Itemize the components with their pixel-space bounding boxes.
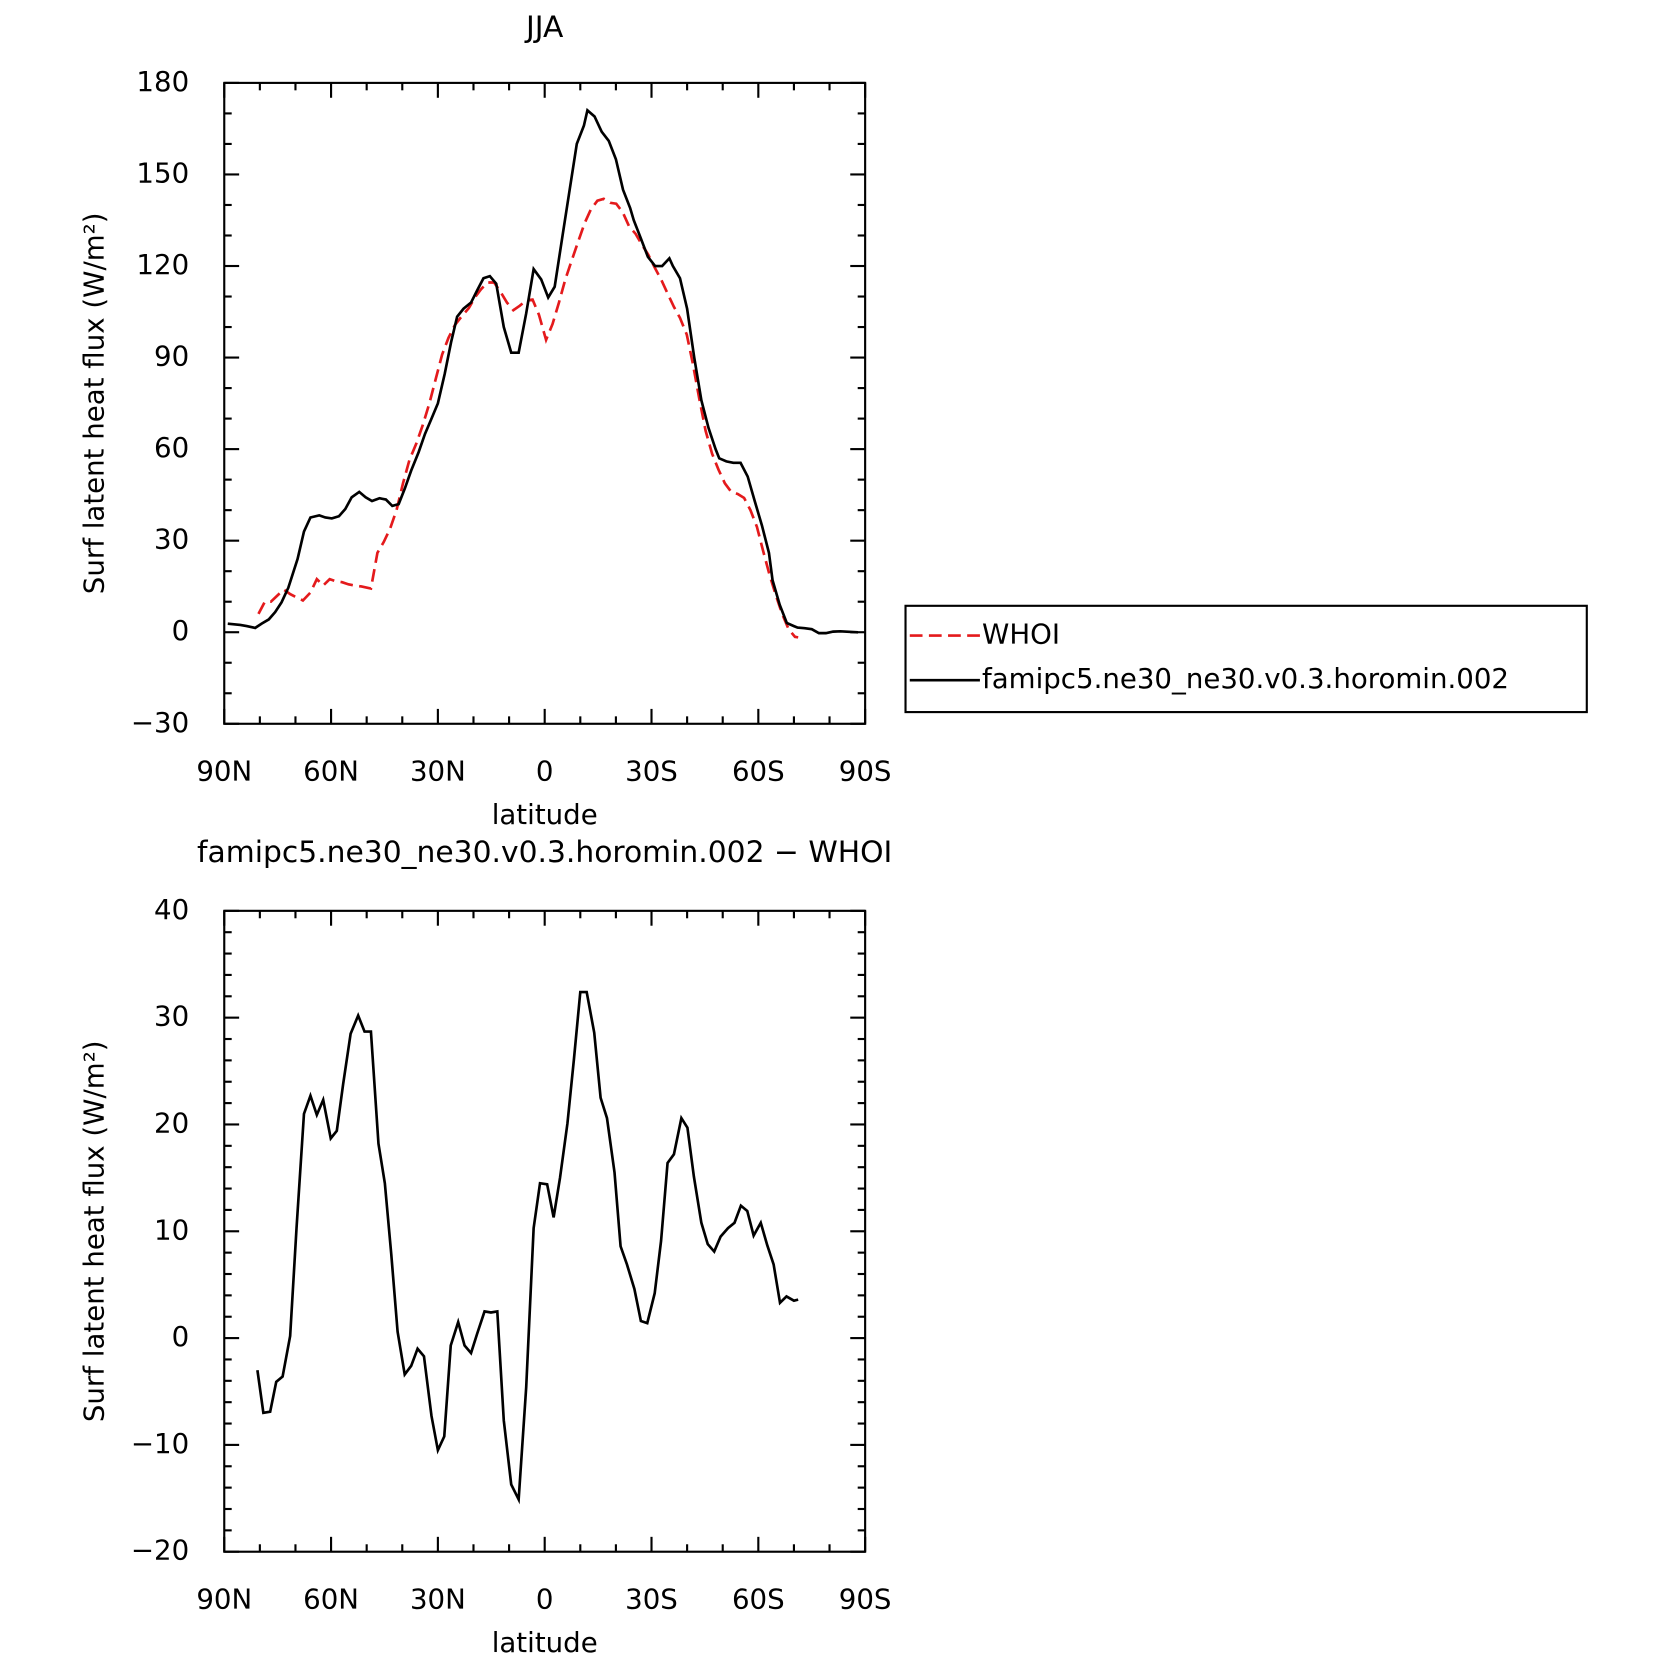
x-tick-label: 0 [536,755,554,788]
legend-box [904,604,1588,714]
y-tick-label: −30 [131,706,189,739]
x-axis-label: latitude [492,798,598,831]
y-tick-label: 0 [172,614,190,647]
plot-frame [223,909,867,1553]
y-tick-label: −20 [131,1534,189,1567]
x-tick-label: 60N [303,1583,359,1616]
chart-title: famipc5.ne30_ne30.v0.3.horomin.002 − WHO… [197,835,892,870]
y-tick-label: 150 [136,156,189,189]
x-tick-label: 90N [196,1583,252,1616]
x-tick-label: 60S [732,755,785,788]
y-tick-label: 20 [154,1106,189,1139]
x-tick-label: 30N [410,1583,466,1616]
x-tick-label: 90S [839,755,892,788]
y-tick-label: 30 [154,1000,189,1033]
y-tick-label: 10 [154,1213,189,1246]
x-tick-label: 90S [839,1583,892,1616]
y-axis-label: Surf latent heat flux (W/m²) [78,212,111,594]
legend: WHOI famipc5.ne30_ne30.v0.3.horomin.002 [904,604,1588,714]
x-tick-label: 0 [536,1583,554,1616]
y-tick-label: 40 [154,893,189,926]
data-line [256,990,799,1505]
y-tick-label: −10 [131,1427,189,1460]
x-tick-label: 60N [303,755,359,788]
legend-label: WHOI [982,618,1060,651]
x-tick-label: 30N [410,755,466,788]
y-tick-label: 60 [154,431,189,464]
y-tick-label: 120 [136,248,189,281]
y-tick-label: 30 [154,523,189,556]
x-tick-label: 90N [196,755,252,788]
y-tick-label: 180 [136,65,189,98]
x-tick-label: 30S [625,1583,678,1616]
data-line [227,107,859,635]
legend-label: famipc5.ne30_ne30.v0.3.horomin.002 [982,662,1509,695]
y-axis-label: Surf latent heat flux (W/m²) [78,1040,111,1422]
y-tick-label: 0 [172,1320,190,1353]
x-tick-label: 60S [732,1583,785,1616]
data-line [257,197,799,639]
plot-frame [223,81,867,725]
chart-title: JJA [524,10,564,45]
x-axis-label: latitude [492,1626,598,1658]
x-tick-label: 30S [625,755,678,788]
y-tick-label: 90 [154,340,189,373]
